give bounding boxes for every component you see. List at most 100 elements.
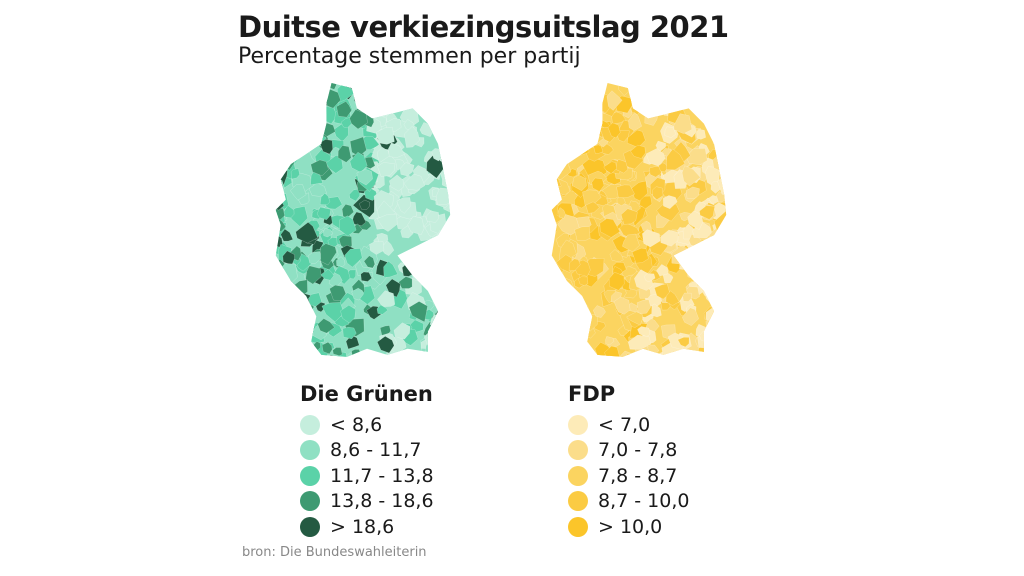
district-region	[638, 97, 657, 117]
district-region	[421, 85, 434, 99]
district-region	[388, 142, 405, 158]
district-region	[562, 135, 579, 150]
district-region	[607, 122, 621, 139]
district-region	[437, 300, 451, 316]
district-region	[722, 310, 727, 321]
district-region	[334, 265, 351, 285]
district-region	[620, 208, 638, 225]
district-region	[573, 87, 587, 105]
district-region	[437, 83, 451, 98]
legend-label: < 7,0	[598, 413, 651, 436]
district-region	[717, 247, 727, 259]
legend-title: FDP	[568, 382, 616, 406]
district-region	[423, 83, 444, 95]
district-region	[287, 100, 307, 120]
legend-label: > 10,0	[598, 515, 663, 538]
district-region	[444, 97, 451, 109]
district-region	[275, 318, 295, 341]
district-region	[280, 103, 294, 117]
district-region	[442, 254, 451, 269]
district-region	[567, 115, 584, 129]
district-region	[715, 90, 727, 109]
district-region	[713, 322, 726, 335]
district-region	[577, 113, 590, 127]
district-region	[564, 123, 576, 137]
district-region	[628, 112, 642, 131]
district-region	[304, 127, 315, 139]
district-region	[441, 137, 451, 153]
legend-swatch	[568, 465, 588, 486]
district-region	[580, 119, 598, 137]
map-fdp	[551, 83, 727, 357]
district-region	[579, 321, 590, 334]
district-region	[369, 241, 385, 255]
district-region	[399, 350, 413, 357]
district-region	[441, 83, 451, 94]
district-region	[616, 184, 635, 199]
legend-swatch	[568, 440, 588, 461]
district-region	[339, 215, 357, 237]
district-region	[345, 334, 360, 350]
legend-label: > 18,6	[330, 515, 395, 538]
district-region	[673, 113, 693, 134]
district-region	[371, 95, 384, 108]
district-region	[557, 95, 569, 106]
legend-item: 7,0 - 7,8	[568, 438, 689, 464]
district-region	[302, 93, 318, 109]
district-region	[708, 195, 719, 204]
district-region	[295, 132, 310, 149]
district-region	[337, 83, 355, 103]
district-region	[307, 251, 322, 264]
district-region	[292, 323, 307, 336]
legend-label: 11,7 - 13,8	[330, 464, 434, 487]
district-region	[677, 337, 690, 348]
legend-item: > 18,6	[300, 514, 434, 540]
district-region	[403, 251, 422, 271]
district-region	[558, 83, 573, 100]
district-region	[372, 83, 393, 95]
district-region	[329, 285, 347, 301]
district-region	[428, 266, 445, 284]
district-region	[609, 249, 624, 263]
district-region	[404, 126, 420, 148]
district-region	[351, 211, 367, 226]
district-region	[336, 256, 346, 267]
district-region	[328, 354, 339, 357]
district-region	[439, 112, 451, 126]
district-region	[434, 243, 451, 262]
district-region	[406, 254, 422, 268]
district-region	[698, 88, 712, 101]
district-region	[396, 197, 412, 214]
district-region	[654, 283, 671, 300]
district-region	[560, 90, 578, 109]
district-region	[382, 83, 395, 95]
district-region	[289, 294, 300, 306]
legend-label: 8,7 - 10,0	[598, 490, 690, 513]
district-region	[689, 260, 705, 275]
district-region	[558, 131, 570, 144]
legend-label: 7,0 - 7,8	[598, 439, 678, 462]
district-region	[691, 264, 706, 277]
district-region	[567, 139, 590, 156]
district-region	[342, 327, 357, 340]
district-region	[299, 307, 314, 322]
district-region	[563, 319, 578, 336]
district-region	[572, 174, 587, 191]
legend-item: > 10,0	[568, 514, 689, 540]
district-region	[443, 133, 451, 147]
district-region	[407, 249, 425, 269]
district-region	[416, 243, 436, 264]
district-region	[299, 85, 317, 101]
district-region	[320, 243, 337, 266]
district-region	[551, 88, 562, 100]
district-region	[377, 336, 395, 354]
district-region	[709, 237, 727, 252]
district-region	[656, 264, 669, 277]
district-region	[634, 355, 645, 357]
district-region	[551, 113, 571, 133]
district-region	[438, 145, 451, 158]
district-region	[577, 124, 594, 140]
district-region	[275, 285, 283, 298]
district-region	[291, 121, 305, 134]
district-region	[323, 228, 334, 238]
